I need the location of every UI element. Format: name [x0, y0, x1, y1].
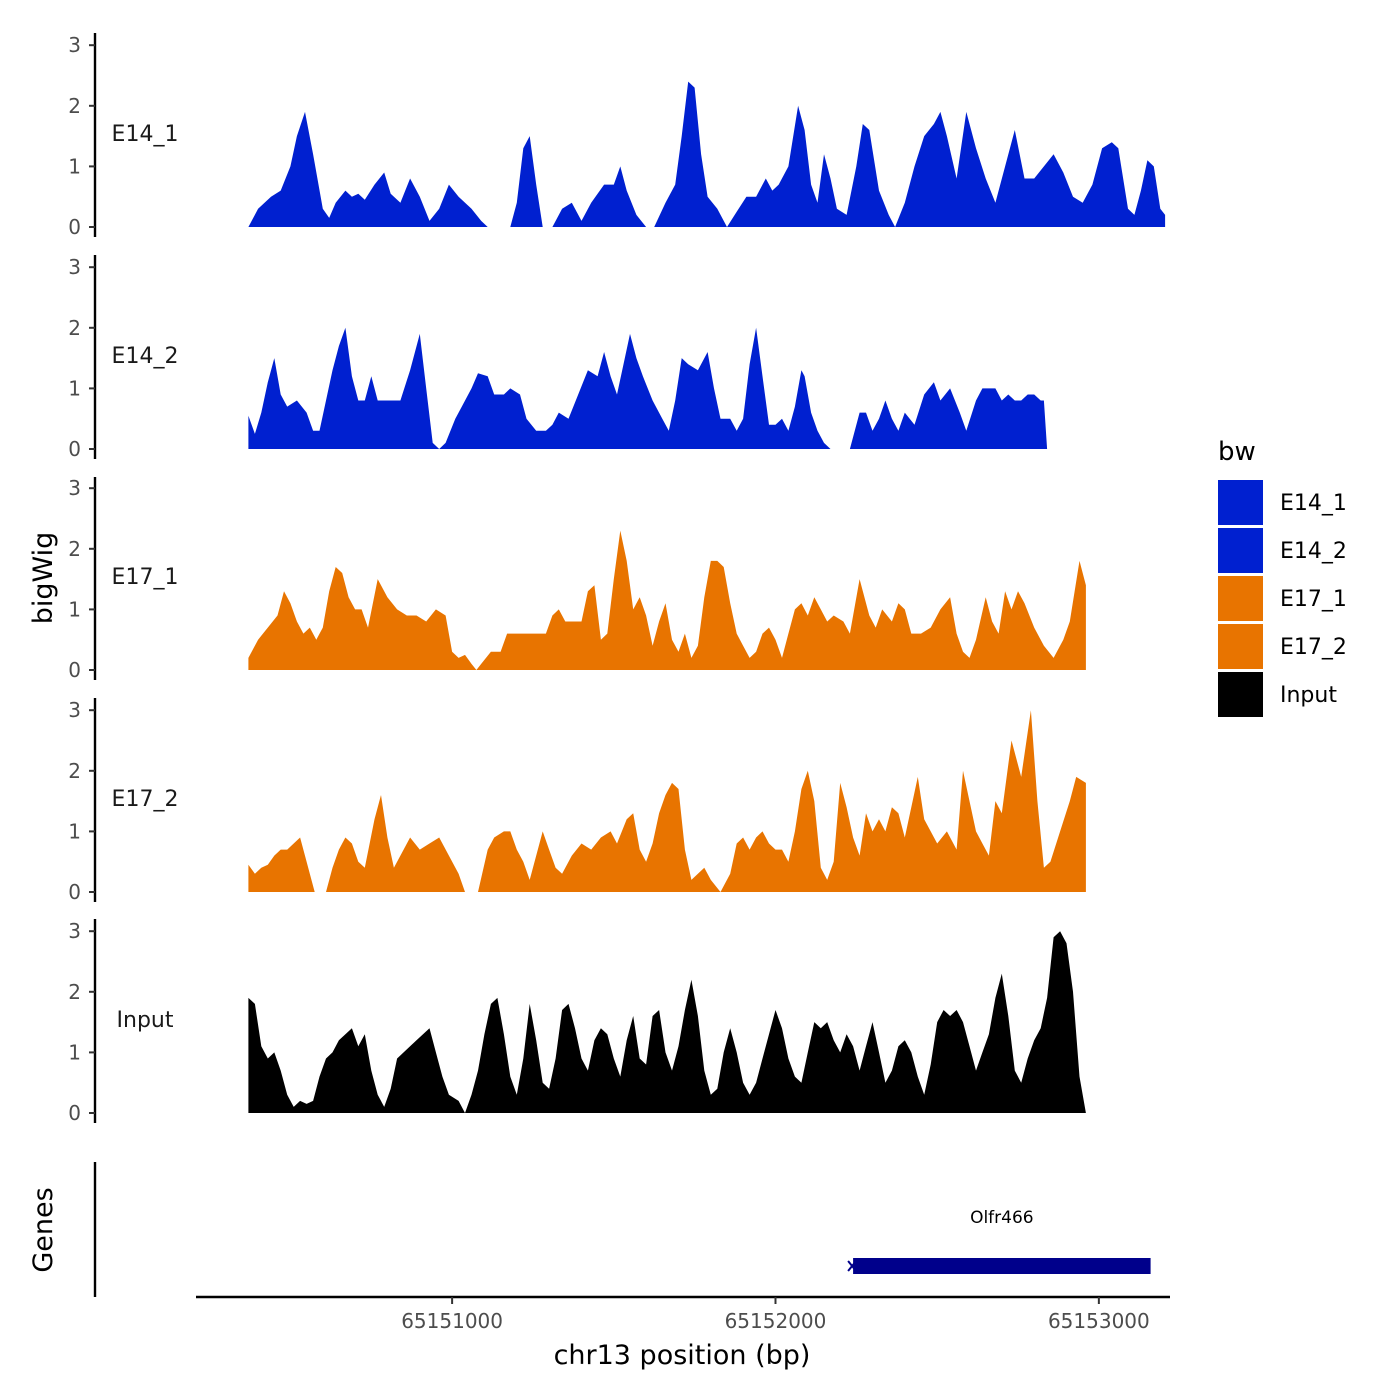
x-tick-label: 65152000	[725, 1309, 827, 1333]
y-tick-label: 3	[68, 698, 81, 722]
area-E17_1	[248, 530, 1086, 670]
genes-track-title: Genes	[28, 1187, 59, 1272]
gene-label: Olfr466	[970, 1208, 1034, 1228]
track-label: E14_2	[112, 344, 179, 369]
track-label: E17_1	[112, 565, 179, 590]
legend-title: bw	[1218, 437, 1256, 467]
track-E17_2: 0 1 2 3 E17_2	[68, 698, 1086, 904]
legend-swatch	[1218, 480, 1263, 525]
y-tick-label: 0	[68, 658, 81, 682]
track-label: E14_1	[112, 122, 179, 147]
legend: bw E14_1 E14_2 E17_1 E17_2 Input	[1218, 437, 1347, 717]
x-axis: 65151000 65152000 65153000	[196, 1295, 1170, 1333]
track-E17_1: 0 1 2 3 E17_1	[68, 476, 1086, 682]
legend-swatch	[1218, 576, 1263, 621]
track-E14_1: 0 1 2 3 E14_1	[68, 33, 1166, 239]
y-tick-label: 0	[68, 880, 81, 904]
y-tick-label: 2	[68, 94, 81, 118]
area-E17_2	[248, 837, 315, 892]
y-tick-label: 2	[68, 759, 81, 783]
y-tick-label: 0	[68, 1101, 81, 1125]
y-tick-label: 2	[68, 980, 81, 1004]
y-tick-label: 3	[68, 476, 81, 500]
track-label: Input	[117, 1008, 174, 1033]
legend-label: E14_1	[1280, 491, 1347, 516]
y-tick-label: 1	[68, 154, 81, 178]
y-tick-label: 2	[68, 316, 81, 340]
track-E14_2: 0 1 2 3 E14_2	[68, 255, 1048, 461]
area-E14_2	[248, 327, 831, 449]
area-E14_1	[248, 111, 488, 227]
area-E14_1	[510, 81, 1166, 227]
y-tick-label: 3	[68, 919, 81, 943]
y-tick-label: 2	[68, 537, 81, 561]
track-Input: 0 1 2 3 Input	[68, 919, 1086, 1125]
x-tick-label: 65151000	[401, 1309, 503, 1333]
y-tick-label: 1	[68, 597, 81, 621]
legend-swatch	[1218, 624, 1263, 669]
y-tick-label: 1	[68, 1040, 81, 1064]
legend-swatch	[1218, 528, 1263, 573]
y-tick-label: 1	[68, 819, 81, 843]
area-Input	[248, 931, 1086, 1113]
legend-swatch	[1218, 672, 1263, 717]
y-tick-label: 3	[68, 33, 81, 57]
tracks-group: 0 1 2 3 E14_1 0 1 2 3 E14_2 0 1 2 3 E17_1 0 1 2 3 E17_2 0 1 2 3…	[68, 33, 1166, 1125]
legend-label: E14_2	[1280, 539, 1347, 564]
y-tick-label: 3	[68, 255, 81, 279]
area-E17_2	[478, 710, 1086, 892]
legend-label: Input	[1280, 683, 1337, 708]
x-axis-title: chr13 position (bp)	[554, 1340, 811, 1371]
area-E17_2	[326, 795, 465, 892]
legend-label: E17_2	[1280, 635, 1347, 660]
y-tick-label: 0	[68, 437, 81, 461]
y-tick-label: 1	[68, 376, 81, 400]
y-axis-title: bigWig	[28, 532, 59, 625]
gene-strand-mark	[847, 1260, 857, 1272]
x-tick-label: 65153000	[1048, 1309, 1150, 1333]
genes-track: Olfr466	[93, 1162, 1151, 1297]
y-tick-label: 0	[68, 215, 81, 239]
gene-body	[853, 1258, 1151, 1274]
area-E14_2	[849, 382, 1048, 449]
track-label: E17_2	[112, 787, 179, 812]
legend-label: E17_1	[1280, 587, 1347, 612]
